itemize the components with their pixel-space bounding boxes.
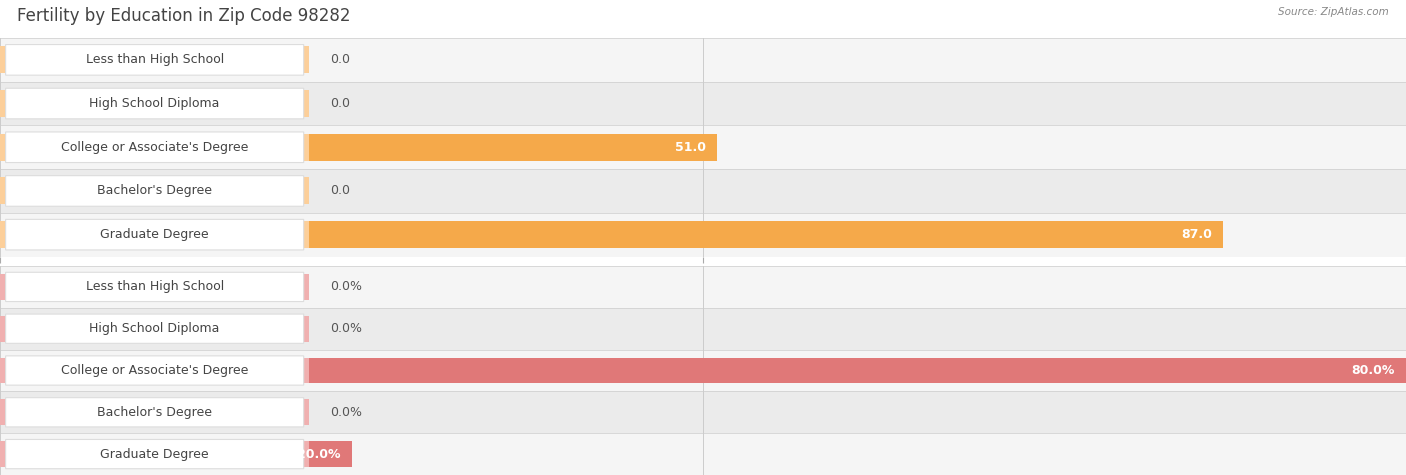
- Text: 80.0%: 80.0%: [1351, 364, 1395, 377]
- Text: 20.0%: 20.0%: [297, 447, 340, 461]
- Bar: [0, 125, 1406, 169]
- Text: 0.0: 0.0: [330, 97, 350, 110]
- Text: Graduate Degree: Graduate Degree: [100, 228, 209, 241]
- Bar: [0, 46, 309, 74]
- Bar: [0, 441, 352, 467]
- FancyBboxPatch shape: [6, 314, 304, 343]
- FancyBboxPatch shape: [6, 219, 304, 250]
- Bar: [0, 221, 309, 248]
- FancyBboxPatch shape: [6, 356, 304, 385]
- Bar: [0, 308, 1406, 350]
- Bar: [0, 133, 717, 161]
- Text: Bachelor's Degree: Bachelor's Degree: [97, 184, 212, 198]
- Text: 0.0: 0.0: [330, 53, 350, 67]
- Bar: [0, 38, 1406, 82]
- FancyBboxPatch shape: [6, 132, 304, 162]
- Text: Less than High School: Less than High School: [86, 280, 224, 294]
- Bar: [0, 90, 309, 117]
- Bar: [0, 399, 309, 425]
- FancyBboxPatch shape: [6, 439, 304, 469]
- Bar: [0, 266, 1406, 308]
- Text: 0.0%: 0.0%: [330, 406, 363, 419]
- Bar: [0, 358, 1406, 383]
- Bar: [0, 169, 1406, 213]
- Bar: [0, 221, 1223, 248]
- Bar: [0, 316, 309, 342]
- Text: Bachelor's Degree: Bachelor's Degree: [97, 406, 212, 419]
- Bar: [0, 133, 309, 161]
- Text: College or Associate's Degree: College or Associate's Degree: [60, 364, 249, 377]
- Text: Source: ZipAtlas.com: Source: ZipAtlas.com: [1278, 7, 1389, 17]
- Bar: [0, 350, 1406, 391]
- Text: Less than High School: Less than High School: [86, 53, 224, 67]
- FancyBboxPatch shape: [6, 88, 304, 119]
- FancyBboxPatch shape: [6, 272, 304, 302]
- Bar: [0, 82, 1406, 125]
- Bar: [0, 391, 1406, 433]
- Bar: [0, 274, 309, 300]
- Bar: [0, 213, 1406, 256]
- Text: College or Associate's Degree: College or Associate's Degree: [60, 141, 249, 154]
- Text: High School Diploma: High School Diploma: [90, 322, 219, 335]
- Bar: [0, 177, 309, 205]
- Text: 51.0: 51.0: [675, 141, 706, 154]
- Bar: [0, 441, 309, 467]
- Text: 0.0%: 0.0%: [330, 280, 363, 294]
- Text: Fertility by Education in Zip Code 98282: Fertility by Education in Zip Code 98282: [17, 7, 350, 25]
- Bar: [0, 358, 309, 383]
- Text: 0.0%: 0.0%: [330, 322, 363, 335]
- Text: 87.0: 87.0: [1181, 228, 1212, 241]
- Bar: [0, 433, 1406, 475]
- Text: Graduate Degree: Graduate Degree: [100, 447, 209, 461]
- FancyBboxPatch shape: [6, 398, 304, 427]
- FancyBboxPatch shape: [6, 45, 304, 75]
- Text: 0.0: 0.0: [330, 184, 350, 198]
- FancyBboxPatch shape: [6, 176, 304, 206]
- Text: High School Diploma: High School Diploma: [90, 97, 219, 110]
